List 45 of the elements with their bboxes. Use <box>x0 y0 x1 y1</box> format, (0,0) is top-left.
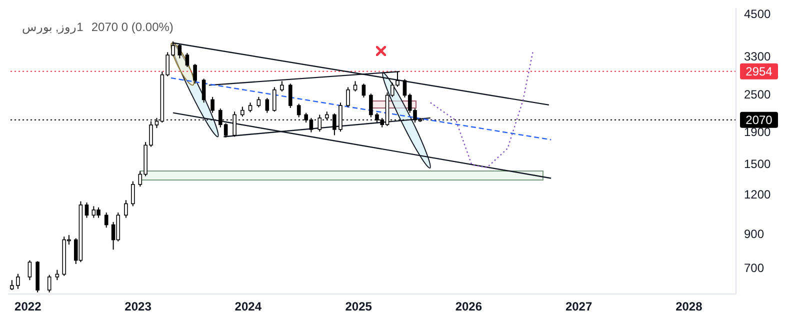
candlestick <box>202 78 206 104</box>
candlestick <box>240 106 244 118</box>
y-tick-label: 700 <box>744 261 764 276</box>
candlestick <box>362 83 366 98</box>
annotation: 2070 0 (0.00%) <box>91 20 174 34</box>
x-tick-label: 2024 <box>234 300 262 314</box>
candlestick <box>185 52 190 68</box>
candlestick <box>346 86 350 108</box>
candlestick <box>256 96 261 108</box>
x-tick-label: 2027 <box>565 300 592 314</box>
candlestick <box>104 212 108 228</box>
x-tick-label: 2023 <box>124 300 152 314</box>
candlestick <box>84 202 89 218</box>
candlestick <box>369 93 373 118</box>
candlestick <box>10 280 14 291</box>
candlestick <box>131 180 135 207</box>
candlestick <box>178 44 182 59</box>
candlestick <box>16 273 20 290</box>
candlestick <box>193 63 197 84</box>
candlestick <box>280 80 284 92</box>
line-series <box>430 49 534 168</box>
candlestick <box>248 102 252 113</box>
candlestick <box>288 83 292 108</box>
x-tick-label: 2022 <box>14 300 42 314</box>
x-tick-label: 2026 <box>455 300 482 314</box>
ref-line-label: 2954 <box>746 64 773 78</box>
y-tick-label: 900 <box>744 226 764 241</box>
y-tick-label: 2500 <box>744 87 772 102</box>
candlestick <box>28 260 32 281</box>
y-tick-label: 4500 <box>744 7 772 22</box>
x-tick-label: 2028 <box>676 300 703 314</box>
candlestick <box>296 103 301 118</box>
candlestick <box>124 200 128 218</box>
candlestick <box>55 269 60 281</box>
y-tick-label: 3300 <box>744 50 772 64</box>
candlestick <box>47 274 52 293</box>
y-tick-label: 1500 <box>744 157 772 172</box>
y-tick-label: 1900 <box>744 124 772 139</box>
ref-line-label: 2070 <box>746 112 773 127</box>
candlestick <box>210 96 214 114</box>
candlestick <box>272 86 276 112</box>
text: 1روز, بورس <box>22 20 84 34</box>
candlestick <box>265 98 270 114</box>
y-tick-label: 1200 <box>744 188 772 202</box>
x-tick-label: 2025 <box>345 300 372 314</box>
